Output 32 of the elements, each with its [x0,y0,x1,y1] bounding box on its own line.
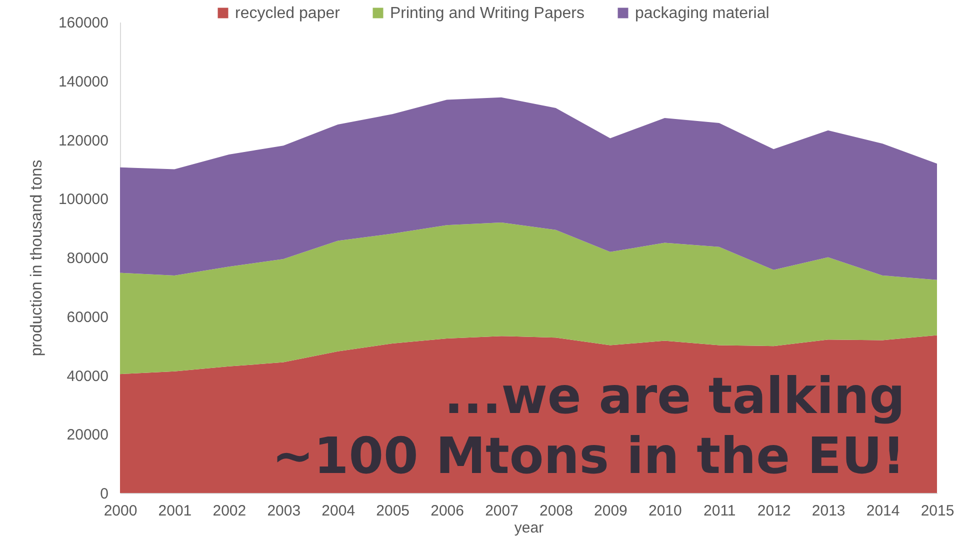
x-axis-title: year [514,520,544,536]
x-tick-label: 2009 [594,502,628,520]
legend-label: Printing and Writing Papers [390,5,584,22]
legend-label: recycled paper [235,5,341,22]
y-axis-title: production in thousand tons [28,160,46,356]
y-tick-label: 40000 [66,368,108,385]
y-tick-label: 0 [100,486,108,502]
x-tick-label: 2013 [812,502,846,520]
legend-label: packaging material [635,5,770,22]
x-tick-label: 2015 [920,502,954,520]
y-tick-label: 80000 [66,250,108,267]
x-tick-label: 2004 [322,502,356,520]
x-tick-label: 2002 [212,502,246,520]
x-tick-label: 2014 [866,502,900,520]
x-tick-label: 2008 [540,502,573,520]
y-tick-label: 60000 [66,308,108,326]
y-tick-label: 120000 [58,132,108,150]
y-tick-label: 160000 [58,14,108,32]
y-tick-label: 140000 [58,73,108,90]
y-tick-label: 100000 [58,191,108,208]
x-tick-label: 2005 [376,502,410,520]
x-tick-label: 2007 [485,502,518,520]
x-tick-label: 2001 [158,502,192,520]
y-tick-label: 20000 [66,426,108,444]
annotation: ~100 Mtons in the EU! [272,427,905,485]
x-tick-label: 2006 [430,502,464,520]
x-tick-label: 2000 [104,502,138,520]
x-tick-label: 2010 [648,502,682,520]
annotation: ...we are talking [444,367,905,425]
x-tick-label: 2012 [757,502,791,520]
x-tick-label: 2003 [267,502,301,520]
x-tick-label: 2011 [704,502,736,520]
